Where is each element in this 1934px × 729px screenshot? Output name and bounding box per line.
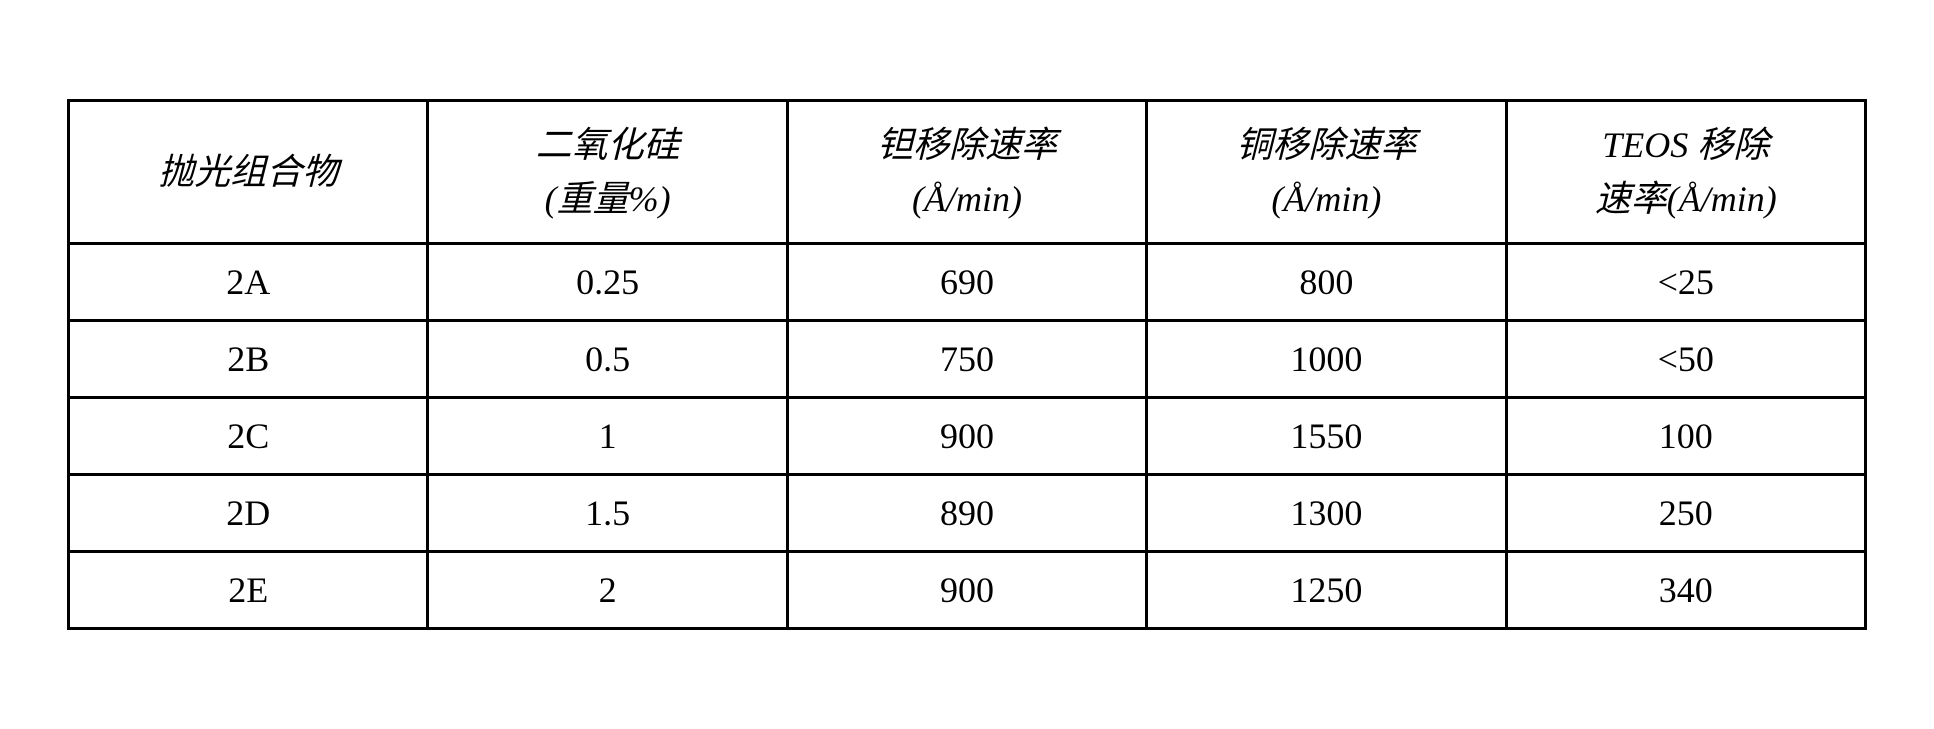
- cell-copper: 800: [1147, 244, 1506, 321]
- col-header-composition: 抛光组合物: [69, 101, 428, 244]
- cell-silica: 2: [428, 552, 787, 629]
- col-header-copper: 铜移除速率 (Å/min): [1147, 101, 1506, 244]
- cell-teos: 340: [1506, 552, 1865, 629]
- cell-composition: 2B: [69, 321, 428, 398]
- cell-teos: <50: [1506, 321, 1865, 398]
- table-row: 2E 2 900 1250 340: [69, 552, 1866, 629]
- header-text-line2: (重量%): [545, 179, 671, 219]
- cell-tantalum: 900: [787, 552, 1146, 629]
- cell-silica: 1: [428, 398, 787, 475]
- cell-composition: 2E: [69, 552, 428, 629]
- header-row: 抛光组合物 二氧化硅 (重量%) 钽移除速率 (Å/min) 铜移除速率 (Å/…: [69, 101, 1866, 244]
- cell-silica: 1.5: [428, 475, 787, 552]
- table-row: 2A 0.25 690 800 <25: [69, 244, 1866, 321]
- data-table: 抛光组合物 二氧化硅 (重量%) 钽移除速率 (Å/min) 铜移除速率 (Å/…: [67, 99, 1867, 630]
- col-header-silica: 二氧化硅 (重量%): [428, 101, 787, 244]
- cell-copper: 1550: [1147, 398, 1506, 475]
- cell-copper: 1300: [1147, 475, 1506, 552]
- header-text: 抛光组合物: [158, 152, 338, 192]
- cell-tantalum: 690: [787, 244, 1146, 321]
- cell-composition: 2A: [69, 244, 428, 321]
- header-text-line1: 铜移除速率: [1236, 125, 1416, 165]
- cell-tantalum: 890: [787, 475, 1146, 552]
- table-row: 2C 1 900 1550 100: [69, 398, 1866, 475]
- cell-tantalum: 750: [787, 321, 1146, 398]
- table-row: 2D 1.5 890 1300 250: [69, 475, 1866, 552]
- col-header-teos: TEOS 移除 速率(Å/min): [1506, 101, 1865, 244]
- header-text-line1: 二氧化硅: [536, 125, 680, 165]
- cell-copper: 1000: [1147, 321, 1506, 398]
- cell-copper: 1250: [1147, 552, 1506, 629]
- table-header: 抛光组合物 二氧化硅 (重量%) 钽移除速率 (Å/min) 铜移除速率 (Å/…: [69, 101, 1866, 244]
- header-text-line2: (Å/min): [1271, 179, 1381, 219]
- header-text-line1: TEOS 移除: [1602, 125, 1769, 165]
- table-container: 抛光组合物 二氧化硅 (重量%) 钽移除速率 (Å/min) 铜移除速率 (Å/…: [67, 99, 1867, 630]
- cell-teos: 100: [1506, 398, 1865, 475]
- cell-composition: 2C: [69, 398, 428, 475]
- cell-silica: 0.25: [428, 244, 787, 321]
- cell-teos: 250: [1506, 475, 1865, 552]
- table-row: 2B 0.5 750 1000 <50: [69, 321, 1866, 398]
- cell-silica: 0.5: [428, 321, 787, 398]
- col-header-tantalum: 钽移除速率 (Å/min): [787, 101, 1146, 244]
- table-body: 2A 0.25 690 800 <25 2B 0.5 750 1000 <50 …: [69, 244, 1866, 629]
- header-text-line2: 速率(Å/min): [1595, 179, 1777, 219]
- cell-teos: <25: [1506, 244, 1865, 321]
- cell-composition: 2D: [69, 475, 428, 552]
- header-text-line1: 钽移除速率: [877, 125, 1057, 165]
- header-text-line2: (Å/min): [912, 179, 1022, 219]
- cell-tantalum: 900: [787, 398, 1146, 475]
